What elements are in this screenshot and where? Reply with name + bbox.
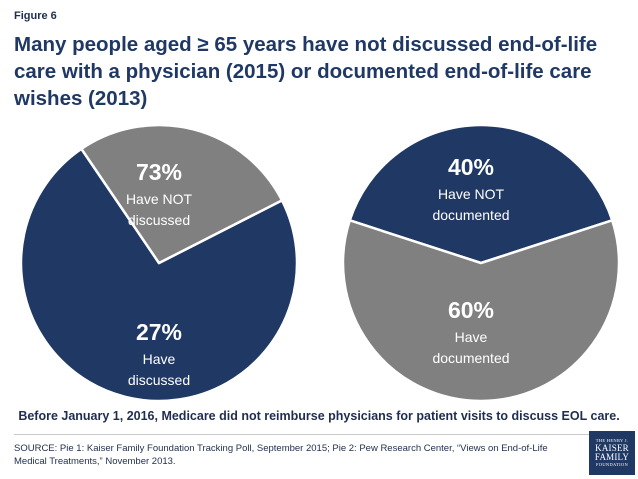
logo-line-4: FOUNDATION [596, 462, 628, 467]
footnote: Before January 1, 2016, Medicare did not… [18, 409, 620, 423]
pie-1-slice-1-label-line-1: Have NOT [126, 191, 193, 207]
figure-label: Figure 6 [14, 10, 57, 22]
pie-1-slice-1-label-line-2: discussed [128, 212, 190, 228]
pie-chart-2: 40% Have NOT documented 60% Have documented [341, 123, 621, 403]
pie-2-slice-1-label-line-1: Have NOT [438, 186, 505, 202]
pie-1-slice-2-label-line-1: Have [143, 351, 176, 367]
pie-1-slice-2-label-line-2: discussed [128, 372, 190, 388]
logo-line-2: KAISER [595, 443, 629, 453]
chart-title: Many people aged ≥ 65 years have not dis… [14, 33, 598, 110]
pie-2-slice-2-percent-label: 60% [448, 297, 494, 323]
pie-1-slice-1-percent-label: 73% [136, 159, 182, 185]
pie-2-slice-1 [348, 123, 614, 265]
pie-chart-1: 73% Have NOT discussed 27% Have discussed [19, 123, 299, 403]
source-note: SOURCE: Pie 1: Kaiser Family Foundation … [14, 443, 548, 467]
logo-line-1: THE HENRY J. [595, 438, 629, 443]
pie-2-slice-2 [341, 219, 621, 403]
pie-2-slice-1-percent-label: 40% [448, 154, 494, 180]
pie-charts: 73% Have NOT discussed 27% Have discussed 40% H… [19, 123, 621, 403]
pie-1-slice-2 [80, 123, 284, 265]
pie-2-slice-2-label-line-2: documented [432, 350, 509, 366]
divider [14, 434, 589, 435]
kff-logo: THE HENRY J. KAISER FAMILY FOUNDATION [589, 431, 635, 475]
pie-2-slice-2-label-line-1: Have [455, 329, 488, 345]
logo-line-3: FAMILY [594, 452, 630, 462]
pie-2-slice-1-label-line-2: documented [432, 207, 509, 223]
pie-1-slice-2-percent-label: 27% [136, 319, 182, 345]
pie-1-slice-1 [19, 147, 299, 403]
